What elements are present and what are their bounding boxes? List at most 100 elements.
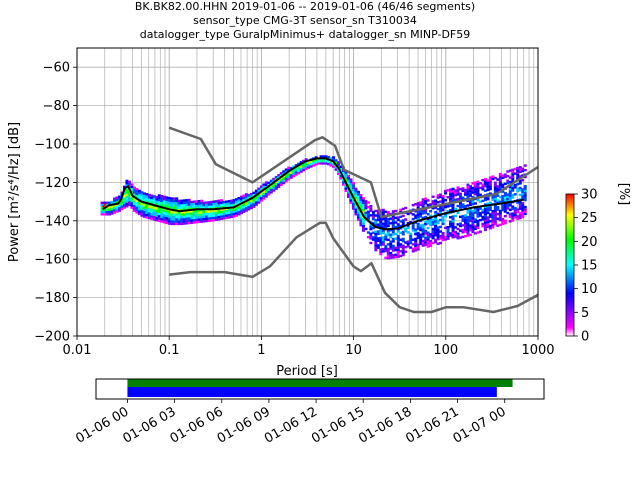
density-cell bbox=[446, 232, 450, 236]
density-cell bbox=[239, 211, 243, 215]
density-cell bbox=[210, 219, 214, 222]
density-cell bbox=[468, 185, 472, 188]
density-cell bbox=[376, 214, 380, 217]
plot-title-line-3: datalogger_type GuralpMinimus+ datalogge… bbox=[140, 28, 471, 41]
density-cell bbox=[439, 230, 443, 233]
colorbar-tick-label: 20 bbox=[581, 235, 598, 250]
density-cell bbox=[267, 190, 271, 194]
density-cell bbox=[498, 212, 502, 215]
density-cell bbox=[195, 209, 199, 212]
density-cell bbox=[426, 213, 430, 216]
density-cell bbox=[364, 204, 368, 208]
density-cell bbox=[503, 205, 507, 209]
density-cell bbox=[257, 196, 261, 200]
density-cell bbox=[147, 209, 151, 213]
density-cell bbox=[155, 200, 159, 203]
density-cell bbox=[187, 214, 191, 218]
density-cell bbox=[468, 219, 472, 223]
density-cell bbox=[434, 224, 438, 228]
density-cell bbox=[491, 223, 495, 227]
density-cell bbox=[416, 234, 420, 237]
density-cell bbox=[503, 221, 507, 225]
density-cell bbox=[274, 175, 278, 179]
density-cell bbox=[461, 187, 465, 190]
density-cell bbox=[456, 232, 460, 235]
density-cell bbox=[488, 227, 492, 230]
density-cell bbox=[411, 229, 415, 232]
density-cell bbox=[446, 237, 450, 240]
density-cell bbox=[125, 200, 129, 203]
density-cell bbox=[446, 228, 450, 231]
density-cell bbox=[426, 199, 430, 202]
density-cell bbox=[170, 213, 174, 216]
density-cell bbox=[175, 218, 179, 221]
density-cell bbox=[249, 202, 253, 205]
density-cell bbox=[379, 243, 383, 247]
density-cell bbox=[476, 215, 480, 218]
density-cell bbox=[366, 231, 370, 234]
density-cell bbox=[165, 196, 169, 199]
density-cell bbox=[513, 167, 517, 171]
density-cell bbox=[458, 224, 462, 228]
density-cell bbox=[361, 224, 365, 228]
density-cell bbox=[371, 215, 375, 218]
density-cell bbox=[491, 214, 495, 218]
density-cell bbox=[180, 201, 184, 205]
density-cell bbox=[478, 212, 482, 215]
density-cell bbox=[463, 205, 467, 208]
density-cell bbox=[414, 216, 418, 220]
density-cell bbox=[454, 189, 458, 192]
density-cell bbox=[498, 177, 502, 180]
density-cell bbox=[496, 212, 500, 216]
density-cell bbox=[394, 216, 398, 220]
density-cell bbox=[237, 213, 241, 216]
density-cell bbox=[217, 204, 221, 207]
density-cell bbox=[503, 214, 507, 218]
density-cell bbox=[481, 224, 485, 228]
density-cell bbox=[429, 214, 433, 218]
density-cell bbox=[192, 218, 196, 222]
density-cell bbox=[493, 188, 497, 191]
density-cell bbox=[237, 196, 241, 200]
density-cell bbox=[446, 205, 450, 208]
density-cell bbox=[170, 215, 174, 219]
density-cell bbox=[374, 246, 378, 249]
density-cell bbox=[257, 201, 261, 204]
density-cell bbox=[369, 241, 373, 245]
density-cell bbox=[511, 193, 515, 197]
density-cell bbox=[456, 211, 460, 215]
density-cell bbox=[518, 189, 522, 192]
density-cell bbox=[135, 201, 139, 205]
density-cell bbox=[207, 203, 211, 206]
density-cell bbox=[506, 174, 510, 178]
density-cell bbox=[175, 206, 179, 209]
density-cell bbox=[165, 198, 169, 202]
density-cell bbox=[105, 203, 109, 207]
density-cell bbox=[468, 224, 472, 227]
density-cell bbox=[279, 179, 283, 182]
density-cell bbox=[361, 208, 365, 212]
density-cell bbox=[488, 215, 492, 218]
density-cell bbox=[157, 210, 161, 213]
density-cell bbox=[190, 205, 194, 208]
density-cell bbox=[493, 206, 497, 210]
density-cell bbox=[434, 227, 438, 230]
density-cell bbox=[434, 229, 438, 232]
density-cell bbox=[207, 210, 211, 213]
density-cell bbox=[210, 210, 214, 213]
density-cell bbox=[212, 205, 216, 208]
density-cell bbox=[396, 223, 400, 226]
density-cell bbox=[379, 236, 383, 240]
density-cell bbox=[518, 193, 522, 197]
density-cell bbox=[513, 209, 517, 212]
density-cell bbox=[259, 192, 263, 195]
density-cell bbox=[130, 199, 134, 202]
density-cell bbox=[302, 168, 306, 172]
density-cell bbox=[439, 207, 443, 210]
density-cell bbox=[160, 199, 164, 202]
density-cell bbox=[374, 209, 378, 213]
density-cell bbox=[506, 211, 510, 215]
density-cell bbox=[471, 209, 475, 213]
density-cell bbox=[229, 204, 233, 207]
density-cell bbox=[476, 180, 480, 184]
